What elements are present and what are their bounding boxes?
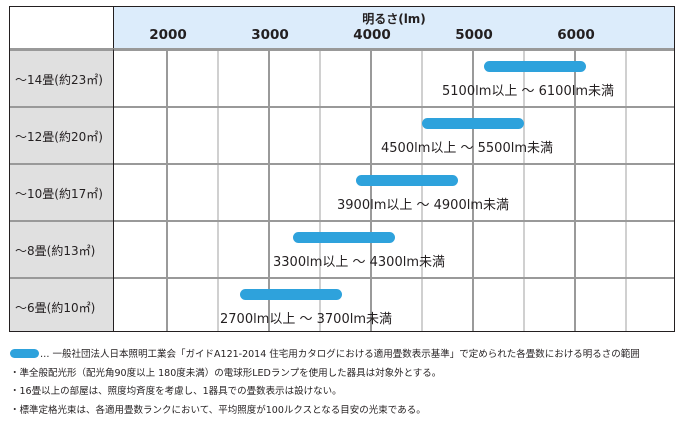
range-label-8jo: 3300lm以上 〜 4300lm未満 xyxy=(273,255,445,270)
axis-title-text: 明るさ(lm) xyxy=(362,12,426,26)
tick-4000: 4000 xyxy=(353,27,391,43)
header-corner-cell xyxy=(10,7,113,48)
row-divider xyxy=(10,220,113,222)
range-label-12jo: 4500lm以上 〜 5500lm未満 xyxy=(381,141,553,156)
gridline-3000 xyxy=(268,51,270,331)
lumen-range-chart: 明るさ(lm) 2000 3000 4000 5000 6000 〜14畳(約2… xyxy=(9,6,675,332)
row-divider xyxy=(10,163,113,165)
tick-5000: 5000 xyxy=(455,27,493,43)
category-column: 〜14畳(約23㎡) 〜12畳(約20㎡) 〜10畳(約17㎡) 〜8畳(約13… xyxy=(10,48,113,331)
axis-title: 明るさ(lm) xyxy=(114,10,674,27)
gridline-4500 xyxy=(421,51,423,331)
range-bar-6jo xyxy=(240,289,342,300)
tick-3000: 3000 xyxy=(251,27,289,43)
range-bar-14jo xyxy=(484,61,586,72)
gridline-5000 xyxy=(472,51,474,331)
range-bar-10jo xyxy=(356,175,458,186)
gridline-3500 xyxy=(319,51,321,331)
row-divider xyxy=(114,220,674,222)
note-item: ・準全般配光形（配光角90度以上 180度未満）の電球形LEDランプを使用した器… xyxy=(10,367,442,379)
range-bar-12jo xyxy=(422,118,524,129)
gridline-6500 xyxy=(625,51,627,331)
row-divider xyxy=(10,277,113,279)
row-divider xyxy=(114,106,674,108)
gridline-2500 xyxy=(217,51,219,331)
legend-line: … 一般社団法人日本照明工業会「ガイドA121-2014 住宅用カタログにおける… xyxy=(10,346,680,365)
range-label-6jo: 2700lm以上 〜 3700lm未満 xyxy=(220,312,392,327)
gridline-2000 xyxy=(166,51,168,331)
notes-section: … 一般社団法人日本照明工業会「ガイドA121-2014 住宅用カタログにおける… xyxy=(10,346,680,420)
range-bar-8jo xyxy=(293,232,395,243)
row-label-14jo: 〜14畳(約23㎡) xyxy=(15,73,103,87)
row-divider xyxy=(114,163,674,165)
range-label-14jo: 5100lm以上 〜 6100lm未満 xyxy=(442,84,614,99)
tick-2000: 2000 xyxy=(149,27,187,43)
legend-swatch xyxy=(10,349,39,358)
row-divider xyxy=(10,106,113,108)
gridline-6000 xyxy=(574,51,576,331)
tick-6000: 6000 xyxy=(557,27,595,43)
note-item: ・標準定格光束は、各適用畳数ランクにおいて、平均照度が100ルクスとなる目安の光… xyxy=(10,404,426,416)
legend-text: … 一般社団法人日本照明工業会「ガイドA121-2014 住宅用カタログにおける… xyxy=(40,349,640,360)
range-label-10jo: 3900lm以上 〜 4900lm未満 xyxy=(337,198,509,213)
row-label-8jo: 〜8畳(約13㎡) xyxy=(15,244,96,258)
row-label-10jo: 〜10畳(約17㎡) xyxy=(15,187,103,201)
row-divider xyxy=(114,277,674,279)
axis-header: 明るさ(lm) 2000 3000 4000 5000 6000 xyxy=(113,7,674,48)
plot-area: 5100lm以上 〜 6100lm未満 4500lm以上 〜 5500lm未満 … xyxy=(113,48,674,331)
gridline-4000 xyxy=(370,51,372,331)
row-label-6jo: 〜6畳(約10㎡) xyxy=(15,301,96,315)
gridline-5500 xyxy=(523,51,525,331)
note-item: ・16畳以上の部屋は、照度均斉度を考慮し、1器具での畳数表示は設けない。 xyxy=(10,386,342,397)
row-label-12jo: 〜12畳(約20㎡) xyxy=(15,130,103,144)
